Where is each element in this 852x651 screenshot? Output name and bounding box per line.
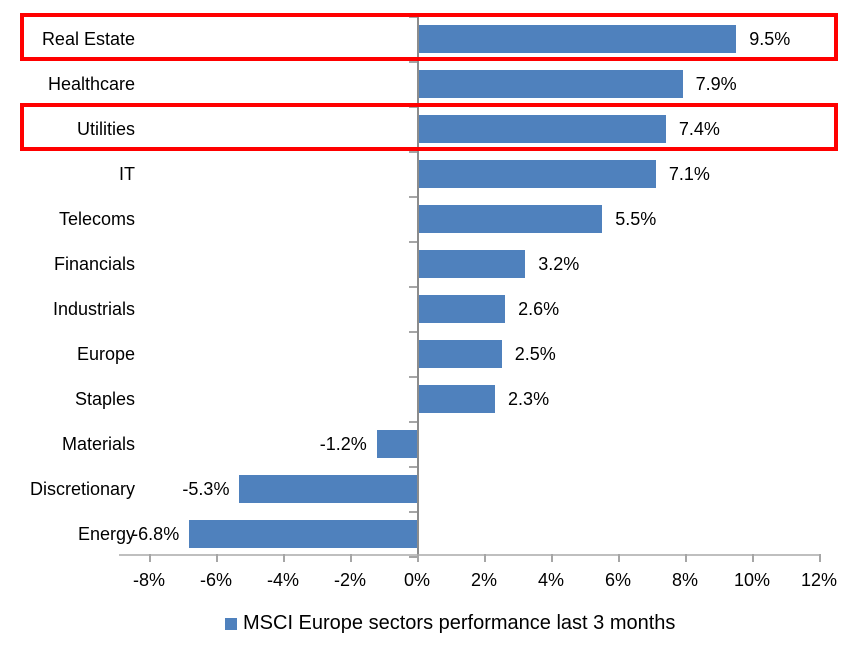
category-label-financials: Financials xyxy=(53,253,135,274)
category-label-energy: Energy xyxy=(77,523,135,544)
x-axis-tick xyxy=(685,554,687,562)
category-label-discretionary: Discretionary xyxy=(29,478,135,499)
x-axis-tick-label--8-: -8% xyxy=(132,570,166,590)
category-axis-tick xyxy=(409,241,417,243)
category-axis-tick xyxy=(409,511,417,513)
category-axis-tick xyxy=(409,331,417,333)
bar-materials xyxy=(376,429,417,458)
value-label-staples: 2.3% xyxy=(508,388,550,409)
value-label-industrials: 2.6% xyxy=(518,298,560,319)
x-axis-tick xyxy=(819,554,821,562)
category-axis-tick xyxy=(409,286,417,288)
bar-utilities xyxy=(418,114,666,143)
x-axis-tick-label-6-: 6% xyxy=(604,570,632,590)
value-label-healthcare: 7.9% xyxy=(695,73,737,94)
bar-it xyxy=(418,159,656,188)
category-label-it: IT xyxy=(119,163,135,184)
category-axis-tick xyxy=(409,196,417,198)
x-axis-tick-label--6-: -6% xyxy=(199,570,233,590)
category-label-telecoms: Telecoms xyxy=(58,208,135,229)
category-axis-tick xyxy=(409,421,417,423)
legend-color-swatch-icon xyxy=(225,618,237,630)
bar-financials xyxy=(418,249,526,278)
bar-real-estate xyxy=(418,24,737,53)
value-label-energy: -6.8% xyxy=(132,523,180,544)
value-label-financials: 3.2% xyxy=(538,253,580,274)
x-axis-tick xyxy=(484,554,486,562)
x-axis-tick xyxy=(283,554,285,562)
value-label-utilities: 7.4% xyxy=(678,118,720,139)
x-axis-line xyxy=(119,554,820,556)
x-axis-tick-label-0-: 0% xyxy=(403,570,431,590)
value-label-real-estate: 9.5% xyxy=(749,28,791,49)
x-axis-tick xyxy=(149,554,151,562)
highlight-box-real-estate xyxy=(20,13,838,61)
x-axis-tick-label--4-: -4% xyxy=(266,570,300,590)
category-axis-tick xyxy=(409,556,417,558)
x-axis-tick-label-12-: 12% xyxy=(800,570,838,590)
category-label-staples: Staples xyxy=(74,388,135,409)
category-label-europe: Europe xyxy=(76,343,135,364)
value-label-telecoms: 5.5% xyxy=(615,208,657,229)
bar-healthcare xyxy=(418,69,683,98)
bar-staples xyxy=(418,384,496,413)
value-label-materials: -1.2% xyxy=(319,433,367,454)
x-axis-tick-label-8-: 8% xyxy=(671,570,699,590)
x-axis-tick xyxy=(417,554,419,562)
bar-telecoms xyxy=(418,204,603,233)
value-label-discretionary: -5.3% xyxy=(182,478,230,499)
category-axis-tick xyxy=(409,376,417,378)
category-label-healthcare: Healthcare xyxy=(47,73,135,94)
category-label-real-estate: Real Estate xyxy=(41,28,135,49)
category-axis-tick xyxy=(409,466,417,468)
x-axis-tick-label-2-: 2% xyxy=(470,570,498,590)
x-axis-tick-label-4-: 4% xyxy=(537,570,565,590)
category-label-materials: Materials xyxy=(61,433,135,454)
highlight-box-utilities xyxy=(20,103,838,151)
bar-energy xyxy=(189,519,417,548)
x-axis-tick xyxy=(752,554,754,562)
bar-discretionary xyxy=(239,474,417,503)
zero-axis-line xyxy=(417,14,419,562)
bar-europe xyxy=(418,339,502,368)
x-axis-tick xyxy=(618,554,620,562)
x-axis-tick xyxy=(551,554,553,562)
category-label-utilities: Utilities xyxy=(76,118,135,139)
legend-label: MSCI Europe sectors performance last 3 m… xyxy=(243,612,676,634)
x-axis-tick-label--2-: -2% xyxy=(333,570,367,590)
category-label-industrials: Industrials xyxy=(52,298,135,319)
x-axis-tick-label-10-: 10% xyxy=(733,570,771,590)
bar-industrials xyxy=(418,294,506,323)
value-label-europe: 2.5% xyxy=(514,343,556,364)
value-label-it: 7.1% xyxy=(668,163,710,184)
category-axis-tick xyxy=(409,61,417,63)
x-axis-tick xyxy=(350,554,352,562)
x-axis-tick xyxy=(216,554,218,562)
category-axis-tick xyxy=(409,151,417,153)
